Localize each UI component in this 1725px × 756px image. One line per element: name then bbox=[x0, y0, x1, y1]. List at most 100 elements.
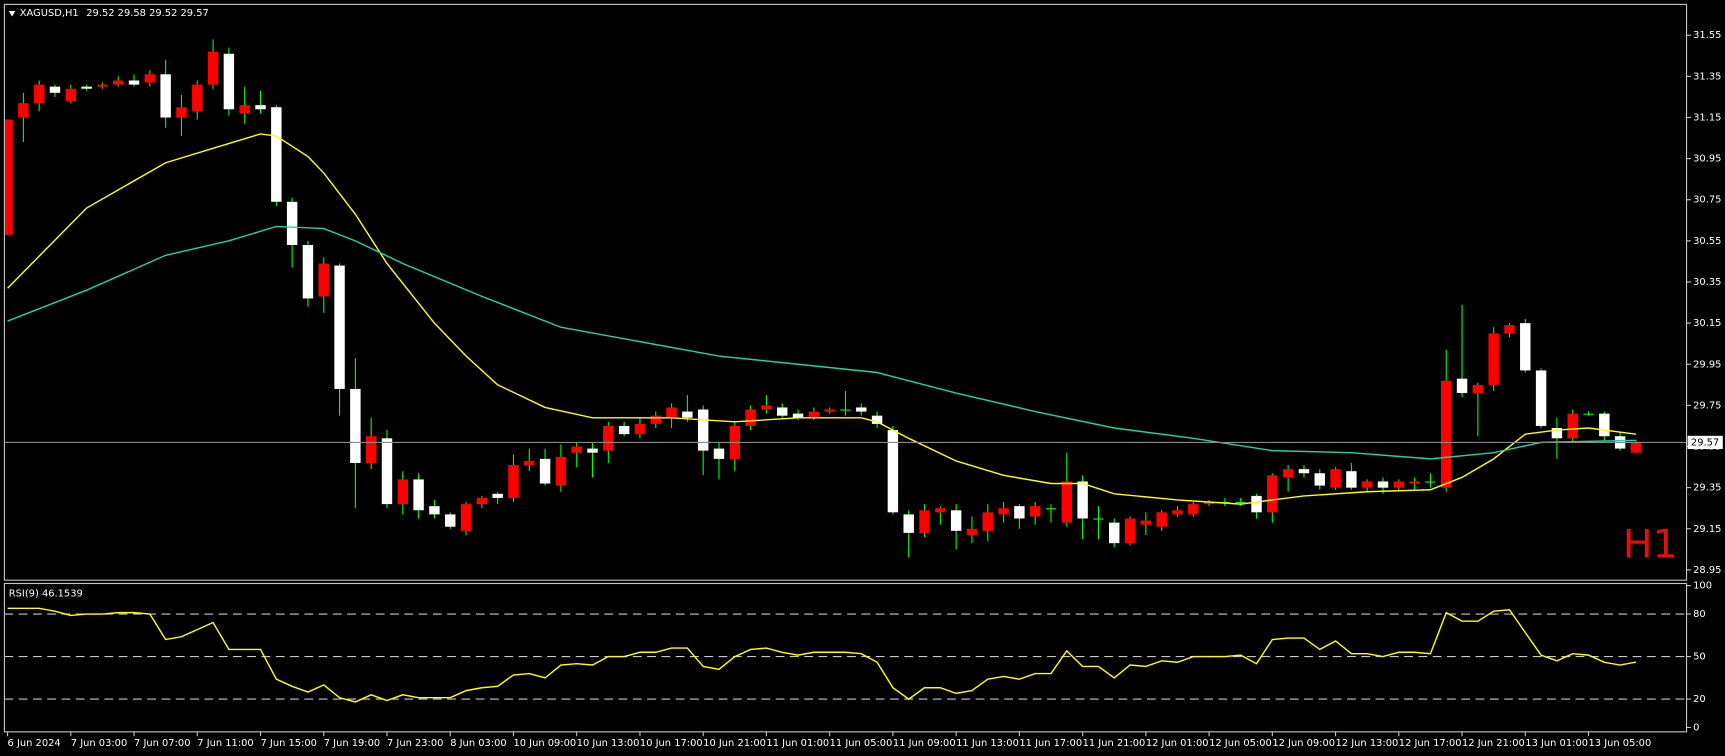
candle-body bbox=[919, 510, 930, 533]
x-tick-label: 11 Jun 21:00 bbox=[1083, 738, 1146, 749]
candle-body bbox=[65, 88, 77, 102]
rsi-tick-label: 0 bbox=[1693, 722, 1699, 733]
candle-body bbox=[1029, 506, 1041, 517]
y-tick-label: 29.15 bbox=[1693, 524, 1721, 535]
candle-body bbox=[492, 493, 503, 498]
candle-body bbox=[476, 497, 488, 505]
candle-body bbox=[1172, 510, 1183, 515]
candle-body bbox=[128, 80, 140, 85]
candle-body bbox=[824, 409, 835, 412]
candle-body bbox=[81, 86, 92, 89]
y-tick-label: 29.75 bbox=[1693, 400, 1721, 411]
x-tick-label: 12 Jun 13:00 bbox=[1336, 738, 1399, 749]
candle-body bbox=[966, 528, 978, 535]
candle-body bbox=[618, 425, 630, 435]
candle-body bbox=[603, 425, 614, 451]
candle-body bbox=[1267, 475, 1278, 513]
candle-body bbox=[982, 512, 993, 531]
rsi-tick-label: 80 bbox=[1693, 609, 1706, 620]
x-tick-label: 7 Jun 11:00 bbox=[197, 738, 253, 749]
x-tick-label: 7 Jun 03:00 bbox=[71, 738, 127, 749]
y-tick-label: 28.95 bbox=[1693, 565, 1721, 576]
candle-body bbox=[18, 103, 29, 118]
candle-body bbox=[871, 415, 883, 424]
candle-body bbox=[1441, 380, 1452, 488]
y-tick-label: 31.15 bbox=[1693, 112, 1721, 123]
candle-body bbox=[1298, 469, 1310, 474]
candle-body bbox=[192, 84, 203, 112]
candle-body bbox=[1599, 413, 1610, 437]
y-tick-label: 30.75 bbox=[1693, 195, 1721, 206]
candle-body bbox=[1251, 495, 1262, 513]
x-tick-label: 6 Jun 2024 bbox=[8, 738, 61, 749]
x-tick-label: 13 Jun 05:00 bbox=[1589, 738, 1652, 749]
candle-body bbox=[697, 409, 709, 451]
candle-body bbox=[413, 479, 424, 511]
candle-body bbox=[445, 514, 456, 527]
candle-body bbox=[144, 74, 156, 83]
candle-body bbox=[856, 407, 867, 412]
candle-body bbox=[350, 388, 361, 463]
candle-body bbox=[1535, 370, 1547, 426]
candle-body bbox=[365, 436, 377, 463]
x-tick-label: 7 Jun 15:00 bbox=[261, 738, 317, 749]
price-pane-frame bbox=[3, 3, 1688, 581]
candle-body bbox=[1567, 413, 1578, 439]
close-value: 29.57 bbox=[181, 8, 209, 19]
candle-body bbox=[1456, 378, 1468, 394]
x-tick-label: 11 Jun 13:00 bbox=[956, 738, 1019, 749]
candle-body bbox=[666, 407, 677, 418]
candle-body bbox=[397, 479, 409, 505]
candle-body bbox=[176, 107, 187, 118]
candle-body bbox=[634, 423, 646, 435]
candle-body bbox=[1282, 469, 1294, 478]
axes: 28.9529.1529.3529.5529.7529.9530.1530.35… bbox=[7, 30, 1723, 749]
candle-body bbox=[1504, 325, 1515, 334]
candle-body bbox=[998, 508, 1009, 515]
y-tick-label: 29.95 bbox=[1693, 359, 1721, 370]
candle-body bbox=[1583, 413, 1594, 415]
candle-body bbox=[761, 405, 772, 410]
candle-body bbox=[903, 514, 914, 533]
x-tick-label: 11 Jun 17:00 bbox=[1019, 738, 1082, 749]
candle-body bbox=[160, 74, 171, 118]
candle-body bbox=[1393, 481, 1405, 488]
open-value: 29.52 bbox=[86, 8, 114, 19]
y-tick-label: 30.95 bbox=[1693, 154, 1721, 165]
candle-body bbox=[302, 244, 314, 299]
x-tick-label: 12 Jun 05:00 bbox=[1209, 738, 1272, 749]
candle-body bbox=[539, 458, 551, 484]
rsi-pane bbox=[4, 607, 1686, 703]
candle-body bbox=[1235, 502, 1246, 504]
y-tick-label: 29.35 bbox=[1693, 483, 1721, 494]
y-tick-label: 30.15 bbox=[1693, 318, 1721, 329]
rsi-line bbox=[7, 607, 1637, 703]
candle-body bbox=[1140, 520, 1152, 525]
candle-body bbox=[429, 506, 440, 515]
y-tick-label: 31.55 bbox=[1693, 30, 1721, 41]
candle-body bbox=[682, 411, 693, 418]
candle-body bbox=[587, 448, 598, 453]
current-price-label: 29.57 bbox=[1691, 437, 1719, 448]
candle-body bbox=[1061, 481, 1073, 523]
candle-body bbox=[318, 263, 329, 297]
rsi-tick-label: 20 bbox=[1693, 694, 1706, 705]
x-tick-label: 12 Jun 01:00 bbox=[1146, 738, 1209, 749]
candle-body bbox=[808, 411, 820, 418]
candle-body bbox=[1156, 512, 1167, 527]
candle-body bbox=[887, 430, 899, 513]
timeframe-label: H1 bbox=[1623, 522, 1678, 568]
candle-body bbox=[113, 80, 124, 85]
candle-body bbox=[460, 504, 472, 531]
candle-body bbox=[255, 105, 266, 110]
x-tick-label: 11 Jun 05:00 bbox=[830, 738, 893, 749]
candle-body bbox=[223, 53, 235, 110]
candle-body bbox=[1077, 481, 1088, 519]
x-tick-label: 10 Jun 17:00 bbox=[640, 738, 703, 749]
candle-body bbox=[1346, 471, 1357, 488]
x-tick-label: 8 Jun 03:00 bbox=[450, 738, 506, 749]
menu-arrow[interactable] bbox=[8, 10, 16, 17]
y-tick-label: 31.35 bbox=[1693, 71, 1721, 82]
